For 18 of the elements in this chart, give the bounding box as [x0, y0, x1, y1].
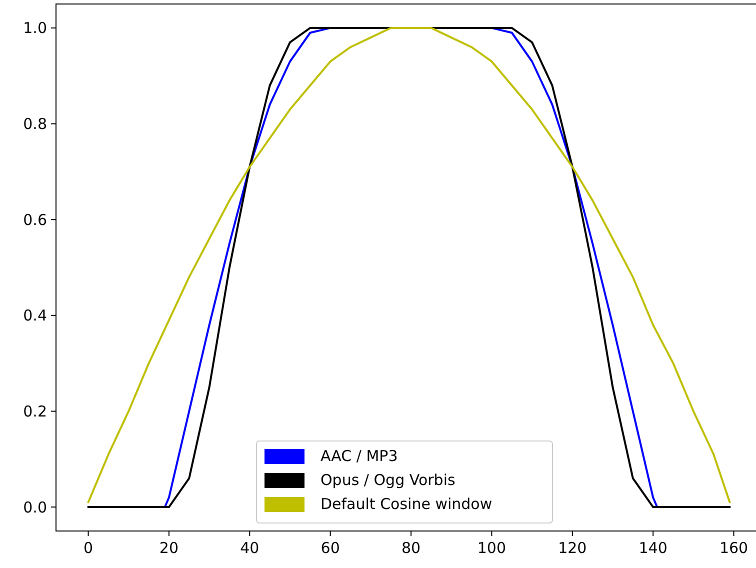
y-tick-label: 1.0: [23, 19, 47, 38]
y-tick-label: 0.8: [23, 115, 47, 134]
y-tick-label: 0.2: [23, 402, 47, 420]
legend-label: AAC / MP3: [320, 447, 398, 465]
y-tick-label: 0.6: [23, 210, 47, 229]
y-tick-label: 0.0: [23, 498, 47, 516]
x-tick-label: 40: [240, 539, 260, 557]
x-tick-label: 20: [159, 539, 179, 557]
x-tick-label: 140: [638, 539, 668, 557]
x-tick-label: 60: [320, 539, 340, 557]
legend-label: Opus / Ogg Vorbis: [320, 471, 456, 489]
x-tick-label: 120: [558, 539, 587, 557]
x-tick-label: 100: [477, 539, 506, 557]
legend-label: Default Cosine window: [320, 495, 492, 513]
x-tick-label: 80: [401, 539, 421, 557]
x-tick-label: 160: [719, 539, 748, 557]
y-tick-label: 0.4: [23, 306, 47, 325]
x-tick-label: 0: [84, 539, 94, 557]
